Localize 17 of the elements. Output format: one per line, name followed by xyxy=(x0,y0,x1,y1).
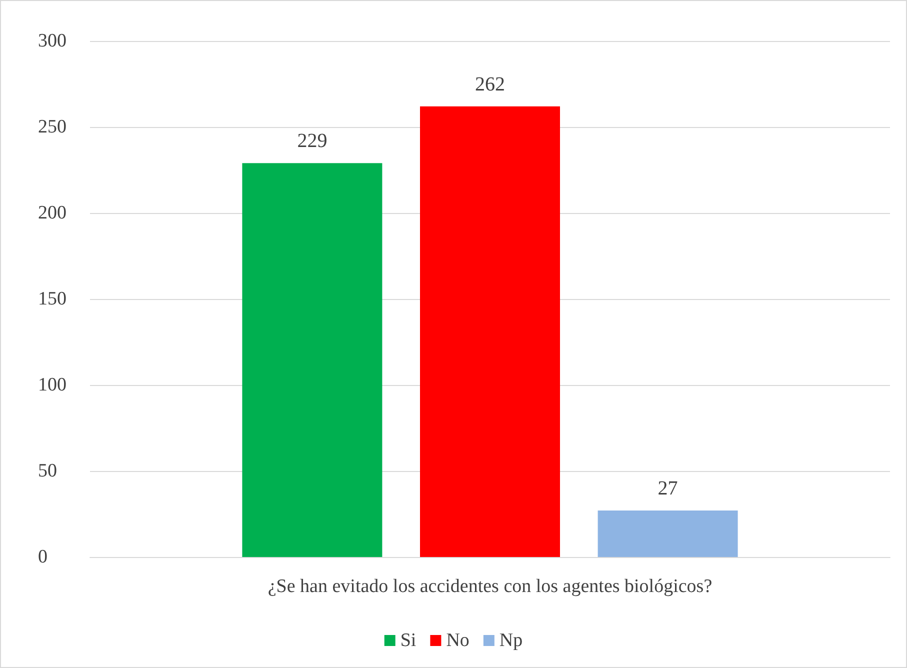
bar xyxy=(242,163,382,557)
data-label: 27 xyxy=(658,478,678,500)
legend-label: Np xyxy=(499,630,523,651)
y-tick-label: 250 xyxy=(38,116,66,138)
legend-label: Si xyxy=(400,630,416,651)
y-tick-label: 0 xyxy=(38,546,48,568)
bar xyxy=(420,106,560,557)
data-label: 262 xyxy=(475,73,505,96)
legend-label: No xyxy=(446,630,470,651)
data-label: 229 xyxy=(297,130,328,152)
y-tick-label: 300 xyxy=(38,30,66,52)
x-tick-label: ¿Se han evitado los accidentes con los agentes biológicos? xyxy=(268,576,712,597)
y-tick-label: 50 xyxy=(38,460,57,482)
bar xyxy=(598,510,738,557)
y-tick-label: 200 xyxy=(38,202,66,224)
y-tick-label: 150 xyxy=(38,288,66,310)
y-tick-label: 100 xyxy=(38,374,66,396)
